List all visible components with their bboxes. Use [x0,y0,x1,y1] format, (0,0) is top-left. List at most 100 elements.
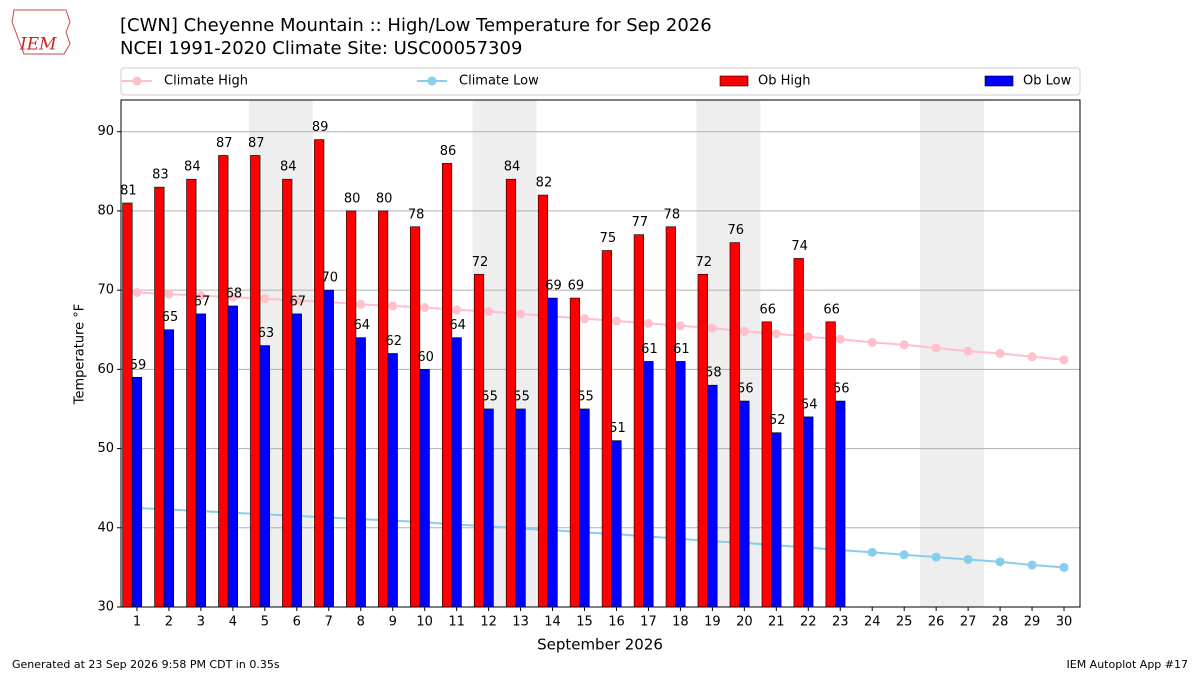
line-marker [803,332,813,342]
line-marker [580,314,590,324]
data-label: 66 [759,302,776,317]
line-marker [228,292,238,302]
x-tick-label: 3 [197,615,205,630]
data-label: 89 [312,120,329,135]
data-label: 55 [577,389,594,404]
bar [195,313,207,608]
line-marker [867,547,877,557]
bar [409,226,421,608]
legend-label: Climate Low [459,74,539,89]
y-tick-label: 90 [97,124,114,139]
legend-label: Climate High [164,74,248,89]
x-tick-label: 28 [992,615,1009,630]
data-label: 52 [769,413,786,428]
chart-subtitle: NCEI 1991-2020 Climate Site: USC00057309 [120,38,522,59]
line-marker [1027,560,1037,570]
data-label: 61 [641,342,658,357]
line-marker [516,309,526,319]
x-tick-label: 1 [133,615,141,630]
bar [835,400,846,608]
line-marker [611,316,621,326]
x-tick-label: 7 [325,615,333,630]
bar [218,155,229,608]
data-label: 62 [385,334,402,349]
data-label: 78 [408,207,425,222]
bar [611,440,622,608]
x-tick-label: 19 [704,615,721,630]
x-tick-label: 12 [480,615,497,630]
line-marker [867,337,877,347]
bar [697,273,708,608]
legend-swatch [984,75,1014,87]
data-label: 72 [472,255,489,270]
y-axis-label: Temperature °F [73,304,88,405]
bar [387,353,398,608]
data-label: 60 [417,350,434,365]
data-label: 55 [481,389,498,404]
bar [793,258,804,608]
bar [419,369,430,608]
data-label: 78 [664,207,681,222]
line-marker [963,346,973,356]
bar [729,242,740,608]
x-tick-label: 16 [608,615,625,630]
footer-right: IEM Autoplot App #17 [1067,658,1189,671]
x-tick-label: 10 [416,615,433,630]
bar [707,384,718,608]
data-label: 81 [120,183,137,198]
data-label: 56 [833,382,850,397]
data-label: 61 [673,342,690,357]
data-label: 68 [226,286,243,301]
x-tick-label: 17 [640,615,657,630]
x-tick-label: 23 [832,615,849,630]
line-marker [420,303,430,313]
data-label: 80 [344,191,361,206]
line-marker [452,305,462,315]
x-tick-label: 2 [165,615,173,630]
line-marker [963,554,973,564]
line-marker [899,340,909,350]
x-tick-label: 4 [229,615,237,630]
data-label: 74 [791,239,808,254]
data-label: 87 [216,136,233,151]
x-tick-label: 15 [576,615,593,630]
data-label: 83 [152,168,169,183]
bar [547,297,558,608]
bar [291,313,302,608]
bar [355,337,366,608]
line-marker [835,334,845,344]
x-tick-label: 26 [928,615,945,630]
bar [163,329,175,608]
x-tick-label: 21 [768,615,785,630]
y-tick-label: 50 [97,441,114,456]
line-marker [1059,562,1069,572]
footer-left: Generated at 23 Sep 2026 9:58 PM CDT in … [12,658,280,671]
legend-label: Ob Low [1023,74,1072,89]
line-marker [931,343,941,353]
data-label: 59 [130,358,147,373]
x-axis-label: September 2026 [537,636,663,654]
weekend-shade [920,100,953,607]
data-label: 82 [536,176,553,191]
line-marker [995,349,1005,358]
bar [346,210,357,608]
logo: IEM [11,9,71,55]
data-label: 70 [322,271,339,286]
line-marker [260,294,270,304]
data-label: 66 [823,302,840,317]
bar [643,361,654,608]
legend-swatch [719,75,749,87]
data-label: 69 [568,279,585,294]
x-tick-label: 29 [1024,615,1041,630]
bar [665,226,676,608]
bar [825,321,836,608]
data-label: 75 [600,231,617,246]
bar [131,376,143,608]
line-marker [707,323,717,333]
data-label: 69 [545,279,562,294]
line-marker [995,557,1005,567]
bar [227,305,238,608]
bar [323,289,334,608]
data-label: 65 [162,310,179,325]
data-label: 51 [609,421,626,436]
